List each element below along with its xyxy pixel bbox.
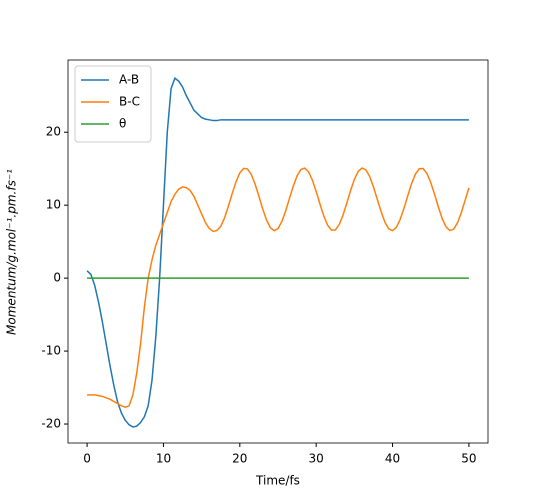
- data-line: [86, 77, 469, 428]
- y-tick-label: -20: [41, 417, 61, 431]
- x-tick-label: 0: [83, 452, 91, 466]
- legend-label: B-C: [119, 95, 140, 109]
- x-axis-label: Time/fs: [255, 474, 300, 488]
- x-tick-label: 10: [156, 452, 171, 466]
- y-tick-label: 10: [46, 198, 61, 212]
- x-tick-label: 20: [232, 452, 247, 466]
- y-axis-label: Momentum/g.mol⁻¹.pm.fs⁻¹: [5, 169, 19, 335]
- y-tick-label: 0: [53, 271, 61, 285]
- y-tick-label: 20: [46, 125, 61, 139]
- x-tick-label: 50: [461, 452, 476, 466]
- x-tick-label: 30: [309, 452, 324, 466]
- y-tick-label: -10: [41, 344, 61, 358]
- data-line: [87, 167, 470, 409]
- legend-box: [74, 65, 152, 143]
- x-tick-label: 40: [385, 452, 400, 466]
- plot-frame: [67, 59, 489, 444]
- legend-label: A-B: [119, 73, 139, 87]
- legend-label: θ: [119, 117, 126, 131]
